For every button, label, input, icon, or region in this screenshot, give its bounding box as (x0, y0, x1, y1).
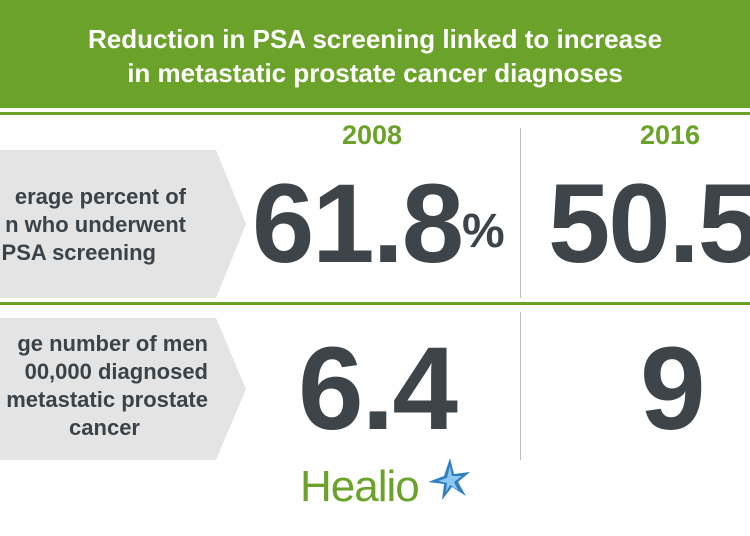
value-2008-metastatic: 6.4 (298, 323, 458, 455)
row-label-line: erage percent of (14, 184, 186, 209)
row-label-line: n who underwent (5, 212, 186, 237)
row-label-metastatic: ge number of men 00,000 diagnosed metast… (0, 318, 246, 460)
row-divider (0, 302, 750, 305)
row-label-line: cancer (69, 415, 140, 440)
row-label-line: 00,000 diagnosed (24, 359, 208, 384)
value-2016-screening: 50.5 (548, 161, 750, 286)
value-2008-screening: 61.8% (252, 168, 505, 280)
title-line-2: in metastatic prostate cancer diagnoses (127, 58, 623, 88)
value-number: 61.8 (252, 161, 464, 286)
row-label-line: metastatic prostate (6, 387, 208, 412)
column-year-2016: 2016 (640, 120, 701, 150)
row-label-line: ge number of men (17, 331, 208, 356)
row-label-line: PSA screening (1, 240, 156, 265)
title-line-1: Reduction in PSA screening linked to inc… (87, 24, 663, 54)
column-year-2008: 2008 (342, 120, 403, 150)
value-2016-metastatic: 9 (640, 323, 706, 455)
header-divider (0, 112, 750, 115)
column-divider-top (520, 128, 521, 298)
column-divider-bottom (520, 312, 521, 460)
infographic-title: Reduction in PSA screening linked to inc… (0, 0, 750, 108)
healio-logo: Healio (300, 462, 420, 511)
percent-sign: % (461, 205, 505, 258)
row-label-screening: erage percent of n who underwent PSA scr… (0, 150, 246, 298)
star-burst-icon (428, 458, 470, 500)
